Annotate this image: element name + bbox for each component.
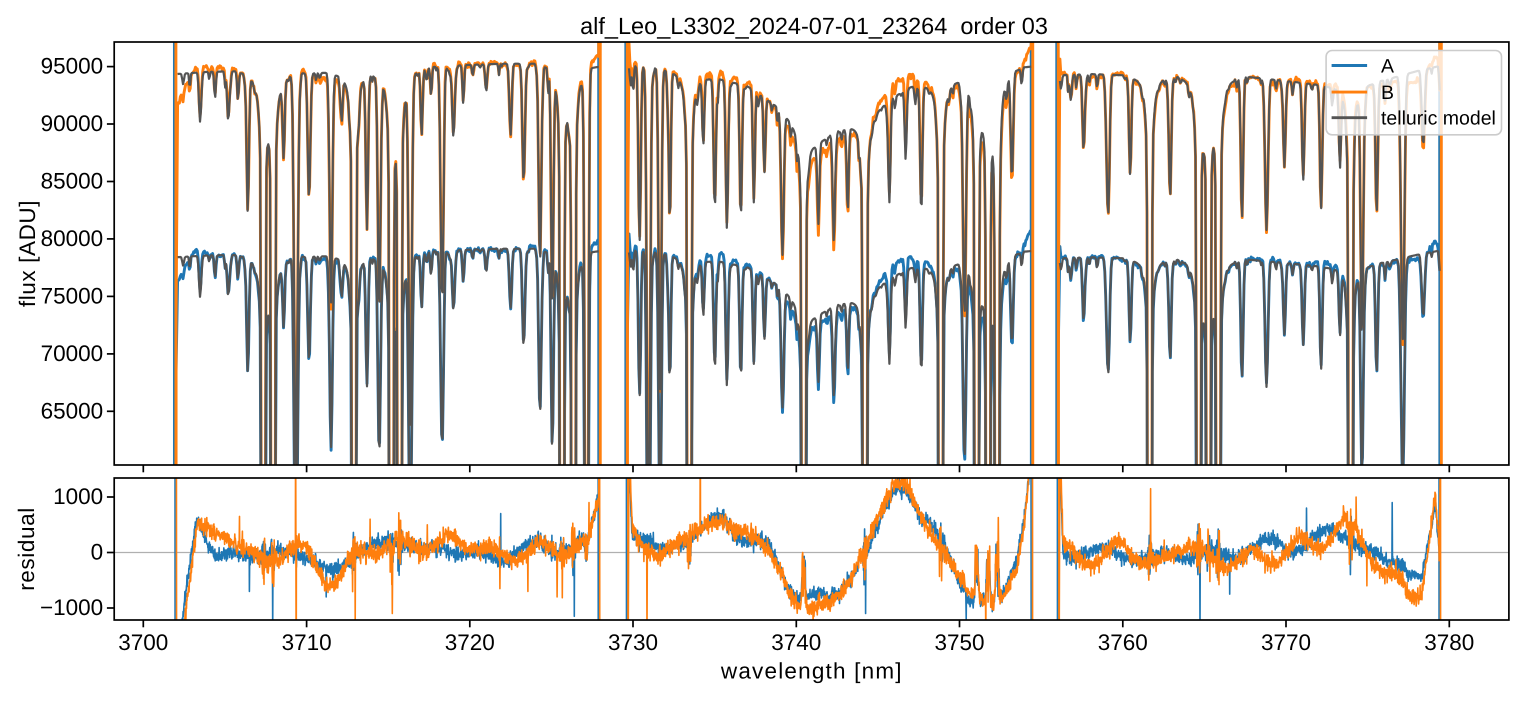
- svg-text:95000: 95000: [41, 54, 104, 79]
- svg-text:residual: residual: [14, 507, 39, 591]
- svg-text:70000: 70000: [41, 341, 104, 366]
- svg-text:80000: 80000: [41, 226, 104, 251]
- svg-text:wavelength [nm]: wavelength [nm]: [720, 659, 903, 684]
- svg-text:3760: 3760: [1098, 630, 1148, 655]
- svg-text:A: A: [1381, 56, 1394, 78]
- svg-text:0: 0: [91, 540, 104, 565]
- svg-text:3730: 3730: [608, 630, 658, 655]
- svg-text:85000: 85000: [41, 169, 104, 194]
- svg-text:−1000: −1000: [40, 595, 103, 620]
- svg-text:65000: 65000: [41, 398, 104, 423]
- svg-text:3710: 3710: [282, 630, 332, 655]
- svg-text:telluric model: telluric model: [1381, 108, 1496, 130]
- svg-text:3720: 3720: [445, 630, 495, 655]
- svg-text:alf_Leo_L3302_2024-07-01_23264: alf_Leo_L3302_2024-07-01_23264 order 03: [580, 13, 1048, 39]
- svg-text:3780: 3780: [1424, 630, 1474, 655]
- svg-text:75000: 75000: [41, 283, 104, 308]
- svg-text:3770: 3770: [1261, 630, 1311, 655]
- svg-text:90000: 90000: [41, 111, 104, 136]
- svg-text:1000: 1000: [53, 484, 103, 509]
- svg-text:3740: 3740: [771, 630, 821, 655]
- svg-text:3700: 3700: [118, 630, 168, 655]
- svg-text:flux [ADU]: flux [ADU]: [15, 200, 40, 307]
- svg-text:B: B: [1381, 82, 1394, 104]
- svg-text:3750: 3750: [934, 630, 984, 655]
